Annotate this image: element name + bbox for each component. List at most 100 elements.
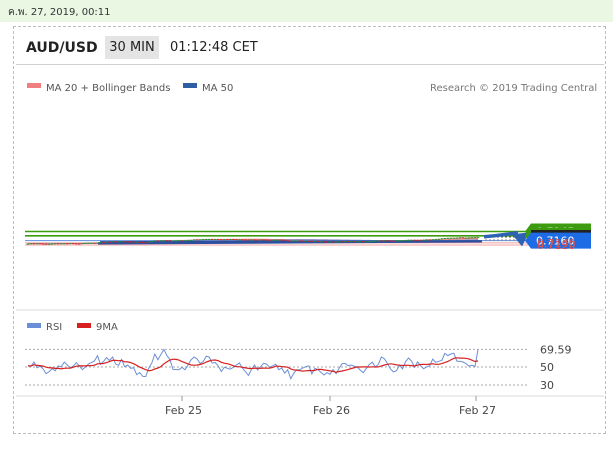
- candle-body: [87, 242, 90, 244]
- legend-label-rsi: RSI: [46, 322, 62, 333]
- candle-body: [389, 240, 392, 242]
- candle-body: [380, 240, 383, 242]
- candle-body: [204, 238, 208, 240]
- candle-body: [150, 240, 154, 242]
- candle-body: [201, 239, 205, 241]
- candle-body: [355, 241, 359, 243]
- candle-body: [153, 240, 157, 242]
- candle-body: [298, 240, 302, 242]
- candle-body: [443, 238, 447, 240]
- candle-body: [331, 241, 335, 243]
- candle-body: [401, 240, 404, 242]
- credit-text: Research © 2019 Trading Central: [430, 83, 597, 94]
- x-tick-label: Feb 25: [165, 404, 202, 417]
- price-label: 0.7140: [537, 237, 576, 250]
- candle-body: [422, 239, 425, 241]
- candle-body: [50, 243, 54, 245]
- candle-body: [377, 240, 380, 242]
- candle-body: [256, 239, 259, 241]
- candle-body: [395, 240, 398, 242]
- candle-body: [41, 243, 45, 245]
- candle-body: [467, 237, 471, 239]
- candle-body: [117, 241, 120, 243]
- candle-body: [177, 240, 181, 242]
- candle-body: [470, 237, 474, 239]
- candle-body: [192, 239, 196, 241]
- candle-body: [244, 239, 247, 241]
- legend-swatch-rsi: [27, 323, 41, 328]
- candle-body: [304, 240, 308, 242]
- candle-body: [325, 241, 329, 243]
- candle-body: [59, 243, 63, 245]
- candle-body: [431, 239, 434, 241]
- candle-body: [72, 243, 75, 245]
- candle-body: [253, 239, 256, 241]
- candle-body: [349, 241, 353, 243]
- candle-body: [53, 243, 57, 245]
- candle-body: [316, 240, 320, 242]
- candle-body: [268, 239, 271, 241]
- candle-body: [38, 243, 42, 245]
- chart-frame: [13, 26, 606, 434]
- candle-body: [219, 239, 223, 241]
- candle-body: [386, 240, 389, 242]
- candle-body: [26, 243, 30, 245]
- x-tick-label: Feb 27: [459, 404, 496, 417]
- candle-body: [65, 243, 69, 245]
- projection-arrow: [483, 231, 519, 239]
- date-bar: ค.พ. 27, 2019, 00:11: [0, 0, 613, 22]
- candle-body: [286, 240, 290, 242]
- candle-body: [171, 240, 175, 242]
- candle-body: [78, 243, 81, 245]
- candle-body: [340, 241, 344, 243]
- candle-body: [120, 241, 123, 243]
- legend-swatch-9ma: [77, 323, 91, 328]
- candle-body: [35, 243, 39, 245]
- candle-body: [93, 242, 96, 244]
- price-label: 0.7160: [536, 235, 575, 248]
- candle-body: [114, 241, 117, 243]
- candle-body: [213, 239, 217, 241]
- legend-label-bb: MA 20 + Bollinger Bands: [46, 83, 170, 94]
- candle-body: [370, 241, 374, 243]
- candle-body: [235, 239, 238, 241]
- candle-body: [392, 240, 395, 242]
- candle-body: [283, 239, 287, 241]
- candle-body: [307, 240, 311, 242]
- candle-body: [319, 241, 323, 243]
- rsi-tick-30: 30: [540, 379, 554, 392]
- candle-body: [111, 241, 114, 243]
- candle-body: [156, 240, 160, 242]
- candle-body: [226, 239, 229, 241]
- candle-body: [274, 239, 277, 241]
- candle-body: [144, 242, 148, 244]
- candle-body: [476, 237, 480, 239]
- candle-body: [247, 239, 250, 241]
- candle-body: [81, 243, 84, 245]
- candle-body: [364, 241, 368, 243]
- rsi-tick-50: 50: [540, 361, 554, 374]
- candle-body: [84, 242, 87, 244]
- candle-body: [473, 237, 477, 239]
- candle-body: [383, 240, 386, 242]
- legend-swatch-bb: [27, 83, 41, 88]
- candle-body: [313, 240, 317, 242]
- price-label: 0.7120: [537, 239, 576, 252]
- candle-body: [241, 239, 244, 241]
- candle-body: [123, 241, 126, 243]
- candle-body: [404, 240, 407, 242]
- candle-body: [135, 241, 139, 243]
- candle-body: [461, 237, 465, 239]
- candle-body: [108, 241, 111, 243]
- candle-body: [147, 241, 151, 243]
- candle-body: [174, 240, 178, 242]
- candle-body: [328, 241, 332, 243]
- candle-body: [96, 242, 99, 244]
- legend-swatch-ma50: [183, 83, 197, 88]
- candle-body: [47, 243, 51, 245]
- candle-body: [449, 237, 453, 239]
- candle-body: [56, 243, 60, 245]
- candle-body: [223, 239, 226, 241]
- candle-body: [295, 240, 299, 242]
- timeframe-badge[interactable]: 30 MIN: [105, 36, 159, 59]
